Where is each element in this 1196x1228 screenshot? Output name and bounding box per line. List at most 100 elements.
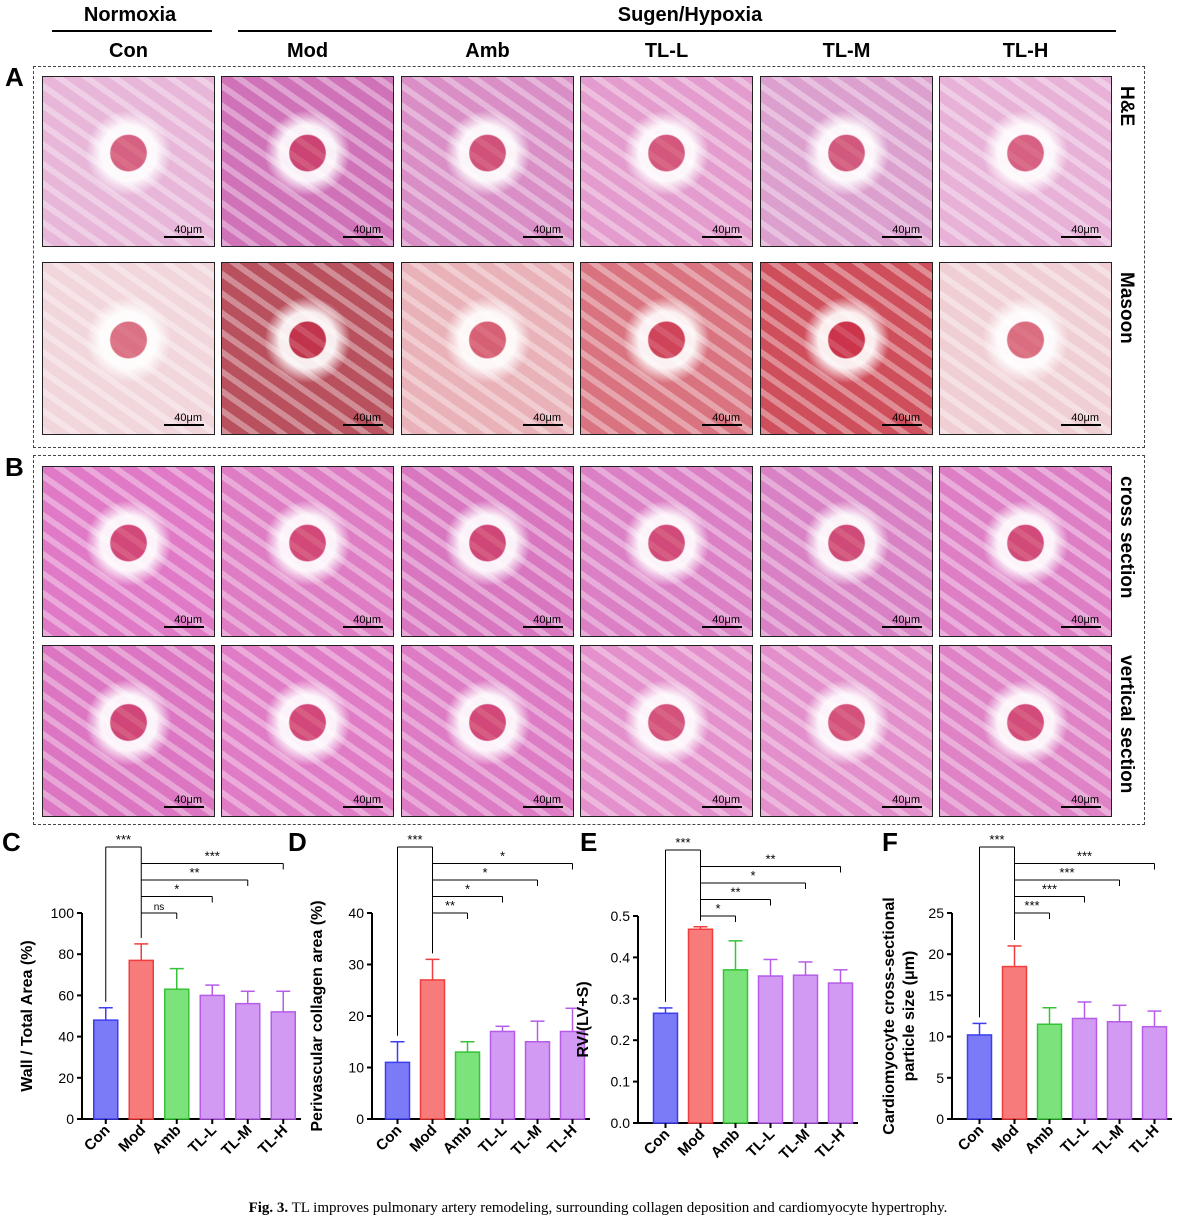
scale-bar [523, 424, 563, 426]
scale-label: 40μm [712, 794, 740, 806]
scale-bar [164, 424, 204, 426]
y-tick-label: 60 [58, 987, 74, 1003]
significance-label: *** [675, 835, 690, 850]
figure-caption: Fig. 3. TL improves pulmonary artery rem… [0, 1200, 1196, 1217]
bar [93, 1019, 119, 1120]
x-tick-label: Amb [708, 1126, 744, 1162]
panel-b-letter: B [5, 452, 24, 482]
x-tick-label: Mod [115, 1122, 149, 1156]
x-tick-label: TL-M [776, 1126, 813, 1163]
group-label-sugen: Sugen/Hypoxia [617, 4, 763, 26]
scale-bar [343, 626, 383, 628]
scale-bar [1061, 806, 1101, 808]
bar [199, 994, 225, 1120]
significance-label: *** [1077, 849, 1092, 864]
scale-bar [702, 424, 742, 426]
y-axis-label: particle size (μm) [901, 951, 918, 1082]
y-axis-label: Wall / Total Area (%) [19, 940, 36, 1091]
x-tick-label: Con [955, 1122, 988, 1155]
scale-bar [882, 236, 922, 238]
y-tick-label: 15 [928, 987, 944, 1003]
scale-label: 40μm [712, 224, 740, 236]
y-tick-label: 20 [58, 1070, 74, 1086]
significance-label: ** [445, 898, 455, 913]
scale-label: 40μm [174, 614, 202, 626]
column-header: TL-L [644, 40, 689, 62]
bar [652, 1012, 679, 1124]
micrograph-tile: 40μm [221, 76, 394, 247]
significance-label: *** [1042, 882, 1057, 897]
scale-label: 40μm [353, 614, 381, 626]
scale-label: 40μm [533, 794, 561, 806]
significance-label: * [500, 849, 505, 864]
scale-bar [164, 626, 204, 628]
significance-label: ** [189, 865, 199, 880]
bar [454, 1051, 481, 1120]
scale-label: 40μm [174, 794, 202, 806]
bar [1071, 1017, 1098, 1120]
group-label-normoxia: Normoxia [83, 4, 177, 26]
caption-text: TL improves pulmonary artery remodeling,… [291, 1200, 948, 1216]
significance-label: *** [205, 849, 220, 864]
x-tick-label: Mod [989, 1122, 1023, 1156]
x-tick-label: TL-L [475, 1122, 510, 1157]
significance-label: *** [1059, 865, 1074, 880]
significance-label: * [174, 882, 179, 897]
x-tick-label: Amb [149, 1122, 185, 1158]
x-tick-label: TL-H [544, 1122, 580, 1158]
micrograph-tile: 40μm [42, 466, 215, 637]
x-tick-label: TL-M [1090, 1122, 1127, 1159]
bar [757, 975, 784, 1124]
micrograph-tile: 40μm [401, 76, 574, 247]
y-tick-label: 30 [348, 957, 364, 973]
bar [419, 979, 446, 1120]
micrograph-tile: 40μm [939, 645, 1112, 817]
significance-label: *** [116, 832, 131, 847]
y-tick-label: 40 [348, 905, 364, 921]
y-tick-label: 100 [51, 905, 75, 921]
micrograph-tile: 40μm [580, 76, 753, 247]
micrograph-tile: 40μm [42, 76, 215, 247]
scale-bar [1061, 424, 1101, 426]
scale-label: 40μm [353, 224, 381, 236]
bar [1001, 965, 1028, 1120]
scale-bar [882, 626, 922, 628]
scale-bar [343, 806, 383, 808]
scale-bar [343, 236, 383, 238]
chart-panel-letter: E [580, 827, 597, 857]
bar [722, 969, 749, 1124]
micrograph-tile: 40μm [760, 262, 933, 435]
y-tick-label: 0.5 [611, 908, 631, 924]
significance-label: ns [154, 902, 165, 913]
scale-label: 40μm [712, 412, 740, 424]
scale-label: 40μm [1071, 224, 1099, 236]
x-tick-label: TL-M [508, 1122, 545, 1159]
scale-label: 40μm [892, 794, 920, 806]
scale-bar [882, 806, 922, 808]
row-label: H&E [1116, 86, 1137, 127]
bar [235, 1002, 261, 1120]
bar [164, 988, 190, 1120]
y-tick-label: 0.1 [611, 1074, 631, 1090]
scale-label: 40μm [712, 614, 740, 626]
scale-label: 40μm [1071, 794, 1099, 806]
scale-label: 40μm [892, 224, 920, 236]
micrograph-tile: 40μm [760, 76, 933, 247]
micrograph-tile: 40μm [42, 645, 215, 817]
y-tick-label: 20 [348, 1008, 364, 1024]
micrograph-tile: 40μm [42, 262, 215, 435]
y-axis-label: Cardiomyocyte cross-sectional [881, 897, 898, 1134]
x-tick-label: TL-H [1126, 1122, 1162, 1158]
micrograph-tile: 40μm [221, 262, 394, 435]
x-tick-label: Mod [407, 1122, 441, 1156]
micrograph-tile: 40μm [221, 645, 394, 817]
bar [384, 1061, 411, 1120]
significance-label: *** [407, 832, 422, 847]
column-header: Mod [286, 40, 329, 62]
bar [966, 1034, 993, 1120]
micrograph-tile: 40μm [401, 262, 574, 435]
significance-label: ** [730, 885, 740, 900]
bar [270, 1011, 296, 1120]
y-tick-label: 40 [58, 1029, 74, 1045]
